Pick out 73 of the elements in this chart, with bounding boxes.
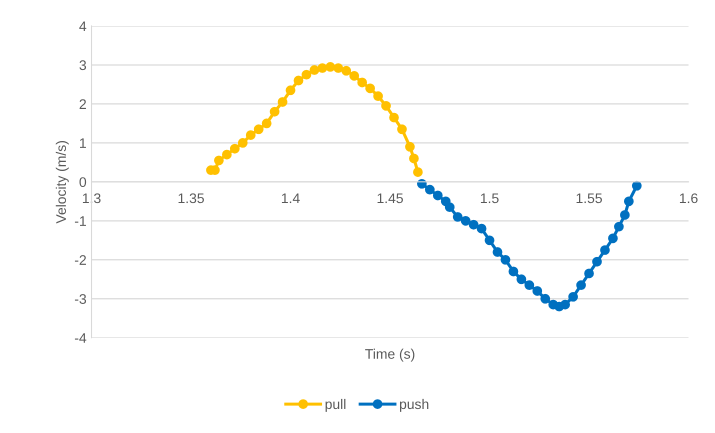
point xyxy=(318,63,328,73)
legend-label: pull xyxy=(326,398,346,412)
point xyxy=(492,247,502,257)
point xyxy=(409,154,419,164)
point xyxy=(600,245,610,255)
x-tick-label: 1.6 xyxy=(680,193,698,204)
point xyxy=(341,66,352,76)
point xyxy=(286,85,296,96)
point xyxy=(397,124,407,134)
point xyxy=(584,268,594,278)
x-tick-label: 1.45 xyxy=(378,193,403,204)
point xyxy=(357,78,368,88)
x-axis-title: Time (s) xyxy=(365,348,414,362)
x-tick-label: 1.55 xyxy=(576,193,602,204)
point xyxy=(620,210,630,220)
point xyxy=(560,300,570,310)
point xyxy=(278,97,288,107)
point xyxy=(214,156,224,166)
point xyxy=(592,256,602,267)
point xyxy=(365,83,375,94)
x-tick-label: 1.5 xyxy=(480,193,499,204)
point xyxy=(222,150,232,160)
point xyxy=(254,124,264,134)
point xyxy=(424,184,435,195)
point xyxy=(389,112,399,122)
point xyxy=(270,106,280,117)
point xyxy=(262,118,272,128)
y-tick-label: -4 xyxy=(74,333,86,343)
y-tick-label: -3 xyxy=(74,294,86,304)
x-tick-label: 1.35 xyxy=(178,193,204,204)
y-tick-label: 2 xyxy=(80,99,86,109)
point xyxy=(238,138,248,148)
point xyxy=(405,142,415,152)
point xyxy=(432,190,443,200)
legend-label: push xyxy=(400,398,428,412)
point xyxy=(349,71,360,81)
point xyxy=(576,280,586,290)
point xyxy=(524,280,534,290)
y-tick-label: 1 xyxy=(80,138,86,148)
point xyxy=(476,224,486,234)
point xyxy=(460,216,471,226)
y-tick-label: 3 xyxy=(79,60,86,70)
point xyxy=(373,91,383,101)
y-tick-label: 4 xyxy=(79,21,86,32)
point xyxy=(508,266,518,276)
point xyxy=(500,254,510,265)
x-tick-label: 1.3 xyxy=(82,193,101,204)
point xyxy=(230,144,240,154)
point xyxy=(444,202,455,212)
point xyxy=(484,235,494,246)
y-axis-title: Velocity (m/s) xyxy=(56,141,69,224)
point xyxy=(381,101,391,111)
y-tick-label: 0 xyxy=(79,177,86,188)
point xyxy=(294,76,304,86)
y-tick-label: -2 xyxy=(74,255,86,265)
point xyxy=(310,65,320,75)
point xyxy=(325,62,336,72)
x-tick-label: 1.4 xyxy=(282,193,300,204)
point xyxy=(302,70,312,80)
point xyxy=(452,212,463,222)
point xyxy=(540,294,550,304)
point xyxy=(614,222,624,232)
point xyxy=(333,63,344,73)
point xyxy=(468,220,478,230)
point xyxy=(413,167,423,177)
point xyxy=(624,196,634,206)
point xyxy=(632,180,642,191)
point xyxy=(568,292,578,302)
point xyxy=(516,274,526,284)
point xyxy=(246,130,256,140)
y-tick-label: -1 xyxy=(74,216,86,226)
point xyxy=(532,286,542,296)
point xyxy=(608,234,618,244)
